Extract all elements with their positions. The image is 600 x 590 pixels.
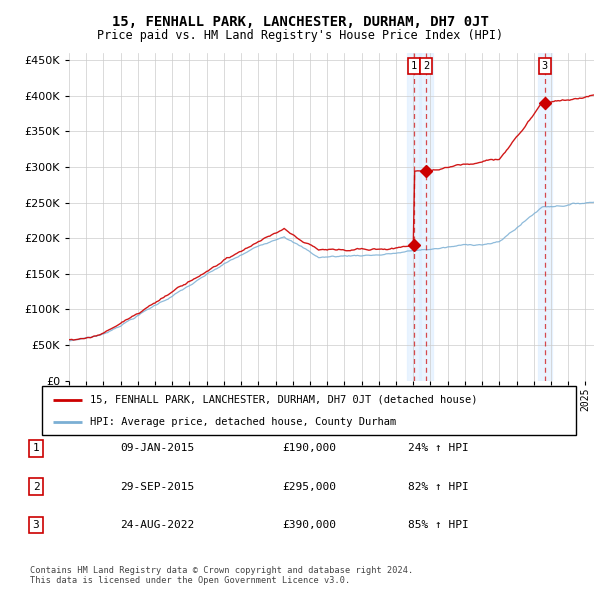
Text: 29-SEP-2015: 29-SEP-2015 bbox=[120, 482, 194, 491]
Text: 1: 1 bbox=[32, 444, 40, 453]
Text: 2: 2 bbox=[423, 61, 429, 71]
Text: 15, FENHALL PARK, LANCHESTER, DURHAM, DH7 0JT: 15, FENHALL PARK, LANCHESTER, DURHAM, DH… bbox=[112, 15, 488, 29]
Text: £390,000: £390,000 bbox=[282, 520, 336, 530]
Bar bbox=[419, 53, 433, 381]
Text: £190,000: £190,000 bbox=[282, 444, 336, 453]
Text: 24% ↑ HPI: 24% ↑ HPI bbox=[408, 444, 469, 453]
Text: 1: 1 bbox=[410, 61, 417, 71]
Text: Contains HM Land Registry data © Crown copyright and database right 2024.
This d: Contains HM Land Registry data © Crown c… bbox=[30, 566, 413, 585]
Text: HPI: Average price, detached house, County Durham: HPI: Average price, detached house, Coun… bbox=[90, 417, 397, 427]
Text: 82% ↑ HPI: 82% ↑ HPI bbox=[408, 482, 469, 491]
Text: £295,000: £295,000 bbox=[282, 482, 336, 491]
Text: 85% ↑ HPI: 85% ↑ HPI bbox=[408, 520, 469, 530]
Text: 09-JAN-2015: 09-JAN-2015 bbox=[120, 444, 194, 453]
Text: 3: 3 bbox=[32, 520, 40, 530]
Bar bbox=[407, 53, 421, 381]
Text: Price paid vs. HM Land Registry's House Price Index (HPI): Price paid vs. HM Land Registry's House … bbox=[97, 30, 503, 42]
Bar bbox=[538, 53, 552, 381]
Text: 15, FENHALL PARK, LANCHESTER, DURHAM, DH7 0JT (detached house): 15, FENHALL PARK, LANCHESTER, DURHAM, DH… bbox=[90, 395, 478, 405]
Text: 2: 2 bbox=[32, 482, 40, 491]
Text: 24-AUG-2022: 24-AUG-2022 bbox=[120, 520, 194, 530]
Text: 3: 3 bbox=[542, 61, 548, 71]
